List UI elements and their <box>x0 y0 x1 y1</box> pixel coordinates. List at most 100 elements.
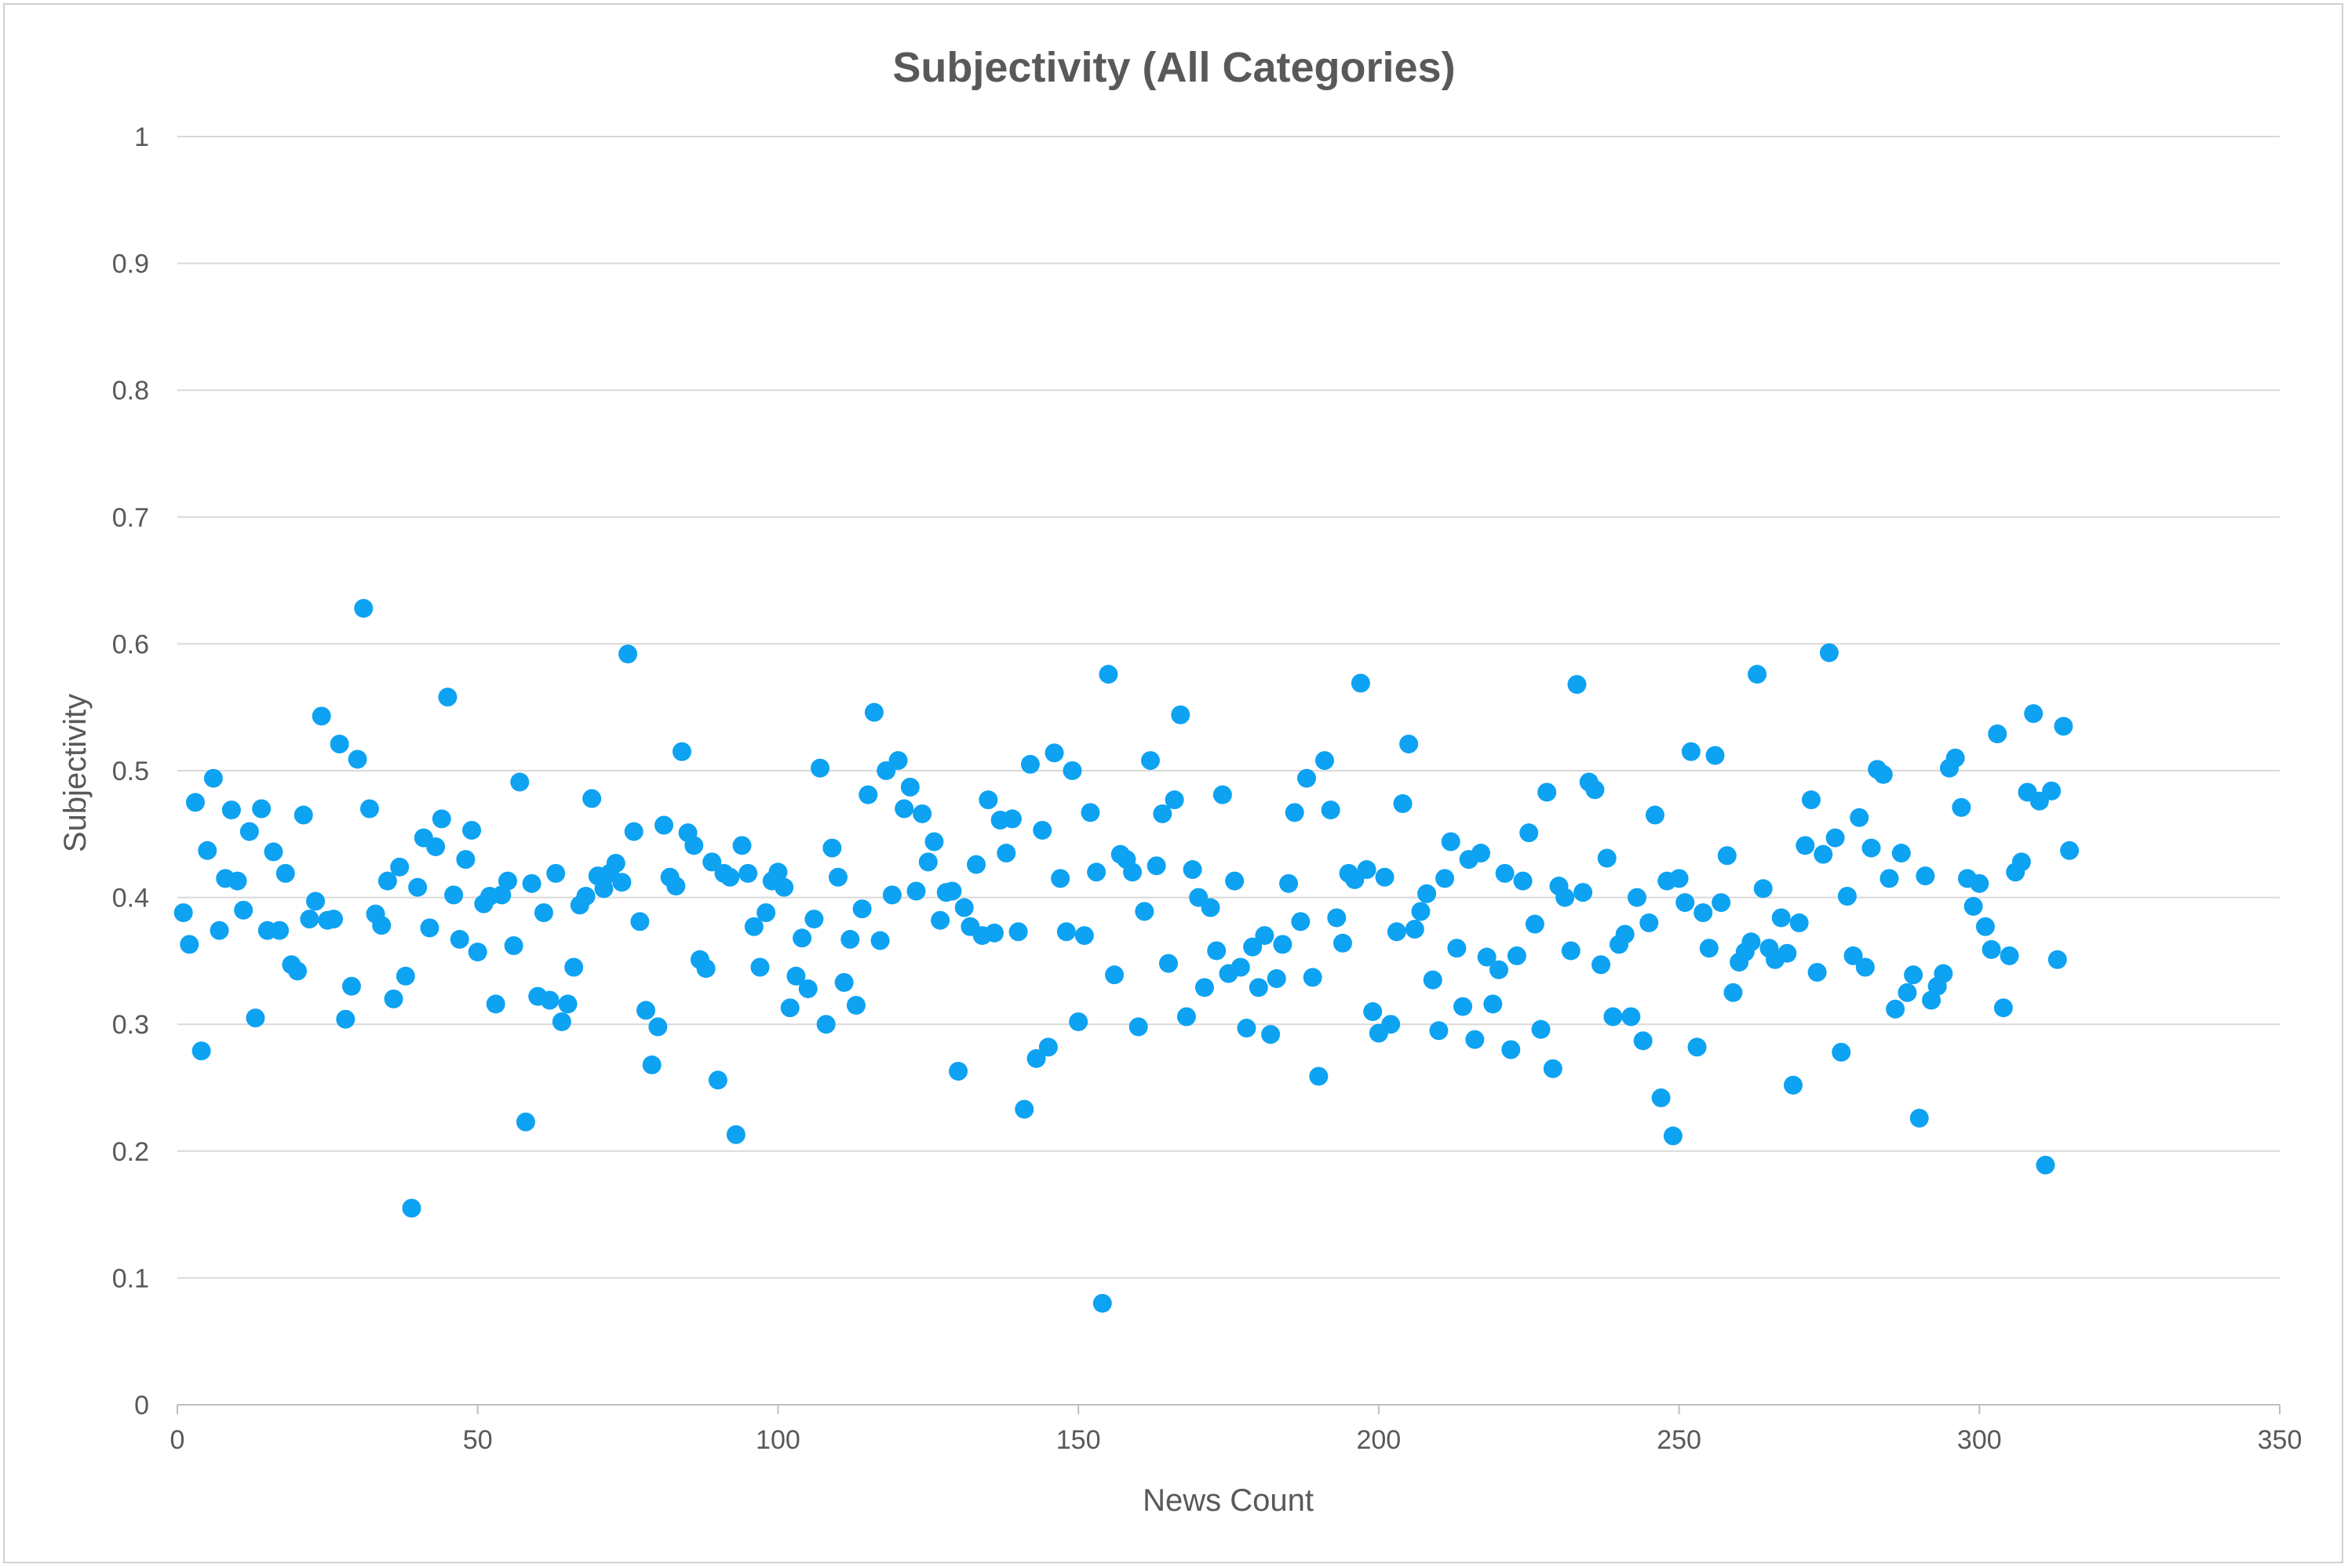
data-point <box>1471 844 1490 863</box>
data-point <box>300 910 319 929</box>
data-point <box>444 885 464 905</box>
data-point <box>1952 797 1971 817</box>
data-point <box>1771 908 1791 928</box>
data-point <box>1099 665 1118 684</box>
data-point <box>336 1009 355 1029</box>
data-point <box>185 793 205 812</box>
data-point <box>1891 844 1911 863</box>
data-point <box>636 1001 656 1020</box>
data-point <box>786 966 806 986</box>
y-tick-label: 0.4 <box>112 884 149 913</box>
y-tick-label: 0.7 <box>112 503 149 533</box>
data-point <box>210 921 229 940</box>
data-point <box>246 1008 265 1028</box>
data-point <box>1705 746 1725 765</box>
data-point <box>684 836 704 855</box>
data-point <box>942 881 962 901</box>
data-point <box>1153 804 1172 823</box>
data-point <box>1627 888 1646 907</box>
data-point <box>1934 964 1953 983</box>
data-point <box>1158 954 1178 973</box>
data-points <box>173 599 2080 1313</box>
data-point <box>1723 983 1743 1002</box>
y-tick-label: 0.1 <box>112 1264 149 1293</box>
data-point <box>239 822 259 841</box>
data-point <box>1033 820 1052 840</box>
data-point <box>1945 748 1965 768</box>
data-point <box>726 1125 746 1144</box>
data-point <box>1465 1030 1485 1049</box>
y-tick-labels: 0 0.1 0.2 0.3 0.4 0.5 0.6 0.7 0.8 0.9 1 <box>112 122 149 1420</box>
data-point <box>720 867 740 887</box>
data-point <box>2060 841 2080 860</box>
data-point <box>468 943 487 962</box>
data-point <box>1597 848 1617 868</box>
data-point <box>1435 869 1455 888</box>
data-point <box>1537 782 1557 802</box>
data-point <box>330 735 349 754</box>
data-point <box>1675 893 1695 913</box>
data-point <box>1717 846 1737 866</box>
data-point <box>540 990 560 1010</box>
y-tick-label: 0.9 <box>112 250 149 279</box>
data-point <box>1993 998 2013 1018</box>
data-point <box>2054 717 2073 736</box>
data-point <box>432 809 451 829</box>
data-point <box>1585 780 1605 800</box>
data-point <box>1843 946 1863 965</box>
data-point <box>1507 946 1526 965</box>
data-point <box>191 1041 211 1061</box>
data-point <box>888 751 908 771</box>
data-point <box>426 837 446 856</box>
data-point <box>522 873 541 893</box>
data-point <box>1477 947 1497 967</box>
data-point <box>744 917 764 936</box>
data-point <box>324 910 344 929</box>
data-point <box>1784 1075 1803 1095</box>
data-point <box>1363 1002 1383 1022</box>
data-point <box>1837 886 1857 906</box>
data-point <box>1886 999 1905 1019</box>
data-point <box>1699 939 1719 958</box>
data-point <box>1105 965 1125 985</box>
data-point <box>348 749 367 769</box>
data-point <box>1525 914 1544 934</box>
data-point <box>1898 983 1917 1002</box>
data-point <box>1694 903 1713 922</box>
data-point <box>1645 805 1664 825</box>
data-point <box>1056 922 1076 942</box>
data-point <box>1243 937 1263 957</box>
y-tick-label: 0.8 <box>112 376 149 406</box>
x-tick-label: 150 <box>1056 1425 1101 1455</box>
data-point <box>1513 871 1533 891</box>
data-point <box>1615 924 1635 944</box>
data-point <box>1176 1007 1196 1026</box>
data-point <box>696 959 716 979</box>
data-point <box>341 976 361 996</box>
data-point <box>913 804 932 823</box>
y-tick-label: 0.2 <box>112 1137 149 1167</box>
data-point <box>768 862 788 882</box>
data-point <box>1128 1017 1148 1037</box>
data-point <box>864 702 884 722</box>
data-point <box>1555 888 1575 907</box>
data-point <box>804 910 824 929</box>
data-point <box>846 995 866 1015</box>
data-point <box>979 790 998 810</box>
data-point <box>1333 933 1352 953</box>
data-point <box>198 841 217 860</box>
data-point <box>775 877 794 897</box>
data-point <box>312 706 331 726</box>
data-point <box>1633 1031 1653 1051</box>
data-point <box>1207 941 1227 961</box>
data-point <box>834 972 854 992</box>
data-point <box>221 800 241 820</box>
data-point <box>924 832 944 851</box>
data-point <box>750 957 770 977</box>
data-point <box>228 871 247 891</box>
data-point <box>2036 1155 2055 1175</box>
data-point <box>270 921 290 940</box>
data-point <box>1405 920 1424 939</box>
data-point <box>420 918 439 938</box>
data-point <box>1249 978 1268 997</box>
